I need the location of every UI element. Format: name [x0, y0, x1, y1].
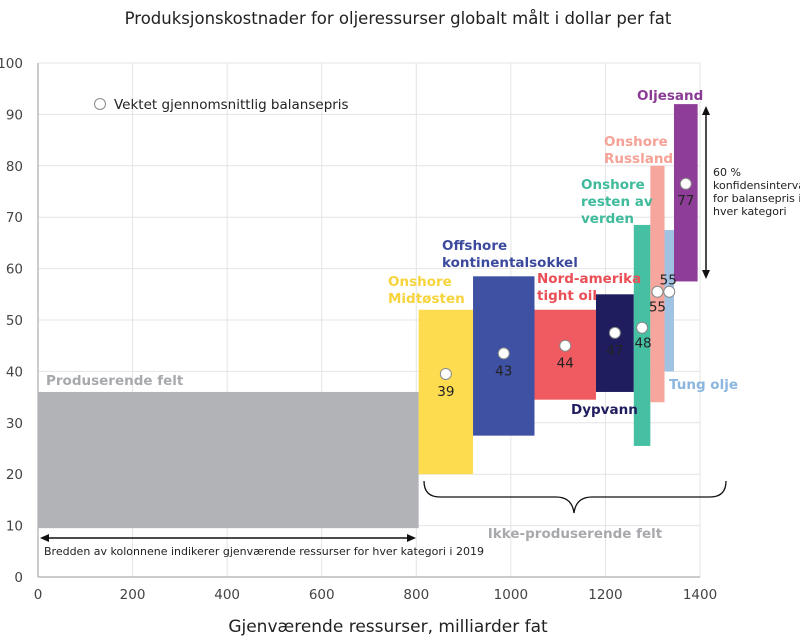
x-tick-label: 1000	[494, 587, 528, 603]
category-label: Russland	[604, 151, 673, 167]
price-marker	[663, 285, 676, 298]
bar-dypvann	[595, 294, 634, 392]
x-tick-label: 400	[214, 587, 240, 603]
y-tick-label: 30	[6, 416, 23, 432]
price-marker	[439, 367, 452, 380]
category-label: tight oil	[537, 288, 597, 304]
category-label: Offshore	[442, 238, 507, 254]
y-tick-label: 70	[6, 210, 23, 226]
x-tick-label: 200	[120, 587, 146, 603]
category-label: Onshore	[388, 274, 452, 290]
category-label: Oljesand	[637, 88, 703, 104]
bar-oljesand	[673, 104, 698, 282]
y-tick-label: 60	[6, 262, 23, 278]
y-tick-label: 40	[6, 364, 23, 380]
price-marker	[636, 321, 649, 334]
confidence-note: 60 %	[713, 166, 741, 179]
width-note: Bredden av kolonnene indikerer gjenværen…	[44, 545, 484, 558]
price-marker	[608, 326, 621, 339]
bar-nord-amerika-tight-oil	[534, 309, 596, 400]
category-label: verden	[581, 211, 634, 227]
price-marker	[651, 285, 664, 298]
category-label: Tung olje	[669, 377, 738, 393]
category-label: Produserende felt	[46, 373, 184, 389]
category-label: Nord-amerika	[537, 271, 641, 287]
category-label: Onshore	[604, 134, 668, 150]
width-arrow-head-right	[407, 534, 416, 542]
confidence-arrow-head-bottom	[702, 270, 710, 279]
price-marker	[497, 347, 510, 360]
y-tick-label: 10	[6, 519, 23, 535]
chart-title: Produksjonskostnader for oljeressurser g…	[125, 9, 672, 28]
confidence-note: konfidensintervall	[713, 179, 800, 192]
y-tick-label: 20	[6, 467, 23, 483]
legend-marker	[94, 98, 106, 110]
price-markers: 39 43 44 47 48 55 55 77	[437, 177, 694, 400]
bar-onshore-russland	[650, 165, 665, 403]
bar-tung-olje	[664, 230, 674, 372]
cost-bars	[38, 104, 698, 529]
value-label: 44	[557, 356, 574, 372]
y-tick-label: 90	[6, 107, 23, 123]
category-label: resten av	[581, 194, 653, 210]
price-marker	[679, 177, 692, 190]
value-label: 55	[660, 273, 677, 289]
category-label: kontinentalsokkel	[442, 255, 578, 271]
y-tick-label: 100	[0, 56, 23, 72]
y-tick-label: 80	[6, 159, 23, 175]
category-label: Midtøsten	[388, 291, 465, 307]
confidence-note: hver kategori	[713, 205, 787, 218]
x-axis-label: Gjenværende ressurser, milliarder fat	[228, 617, 548, 637]
x-tick-label: 1200	[588, 587, 622, 603]
width-arrow-head-left	[40, 534, 49, 542]
bar-produserende-felt	[38, 391, 419, 529]
x-tick-label: 800	[403, 587, 429, 603]
non-producing-bracket	[423, 480, 727, 514]
legend-label: Vektet gjennomsnittlig balansepris	[114, 97, 349, 113]
y-tick-label: 0	[14, 570, 23, 586]
bar-onshore-midtøsten	[418, 309, 474, 475]
value-label: 43	[495, 363, 512, 379]
category-labels: Produserende feltOnshoreMidtøstenOffshor…	[46, 88, 738, 418]
price-marker	[559, 339, 572, 352]
confidence-arrow-head-top	[702, 106, 710, 115]
y-tick-label: 50	[6, 313, 23, 329]
value-label: 77	[677, 193, 694, 209]
x-tick-label: 1400	[683, 587, 717, 603]
value-label: 39	[437, 384, 454, 400]
confidence-note: for balansepris i	[713, 192, 800, 205]
annotations: Vektet gjennomsnittlig balansepris Bredde…	[40, 97, 800, 558]
category-label: Onshore	[581, 177, 645, 193]
x-tick-label: 600	[309, 587, 335, 603]
non-producing-label: Ikke-produserende felt	[488, 526, 663, 542]
bar-onshore-resten-av-verden	[633, 224, 651, 446]
category-label: Dypvann	[571, 402, 638, 418]
value-label: 48	[634, 336, 651, 352]
x-tick-label: 0	[34, 587, 43, 603]
value-label: 47	[606, 343, 623, 359]
value-label: 55	[649, 300, 666, 316]
